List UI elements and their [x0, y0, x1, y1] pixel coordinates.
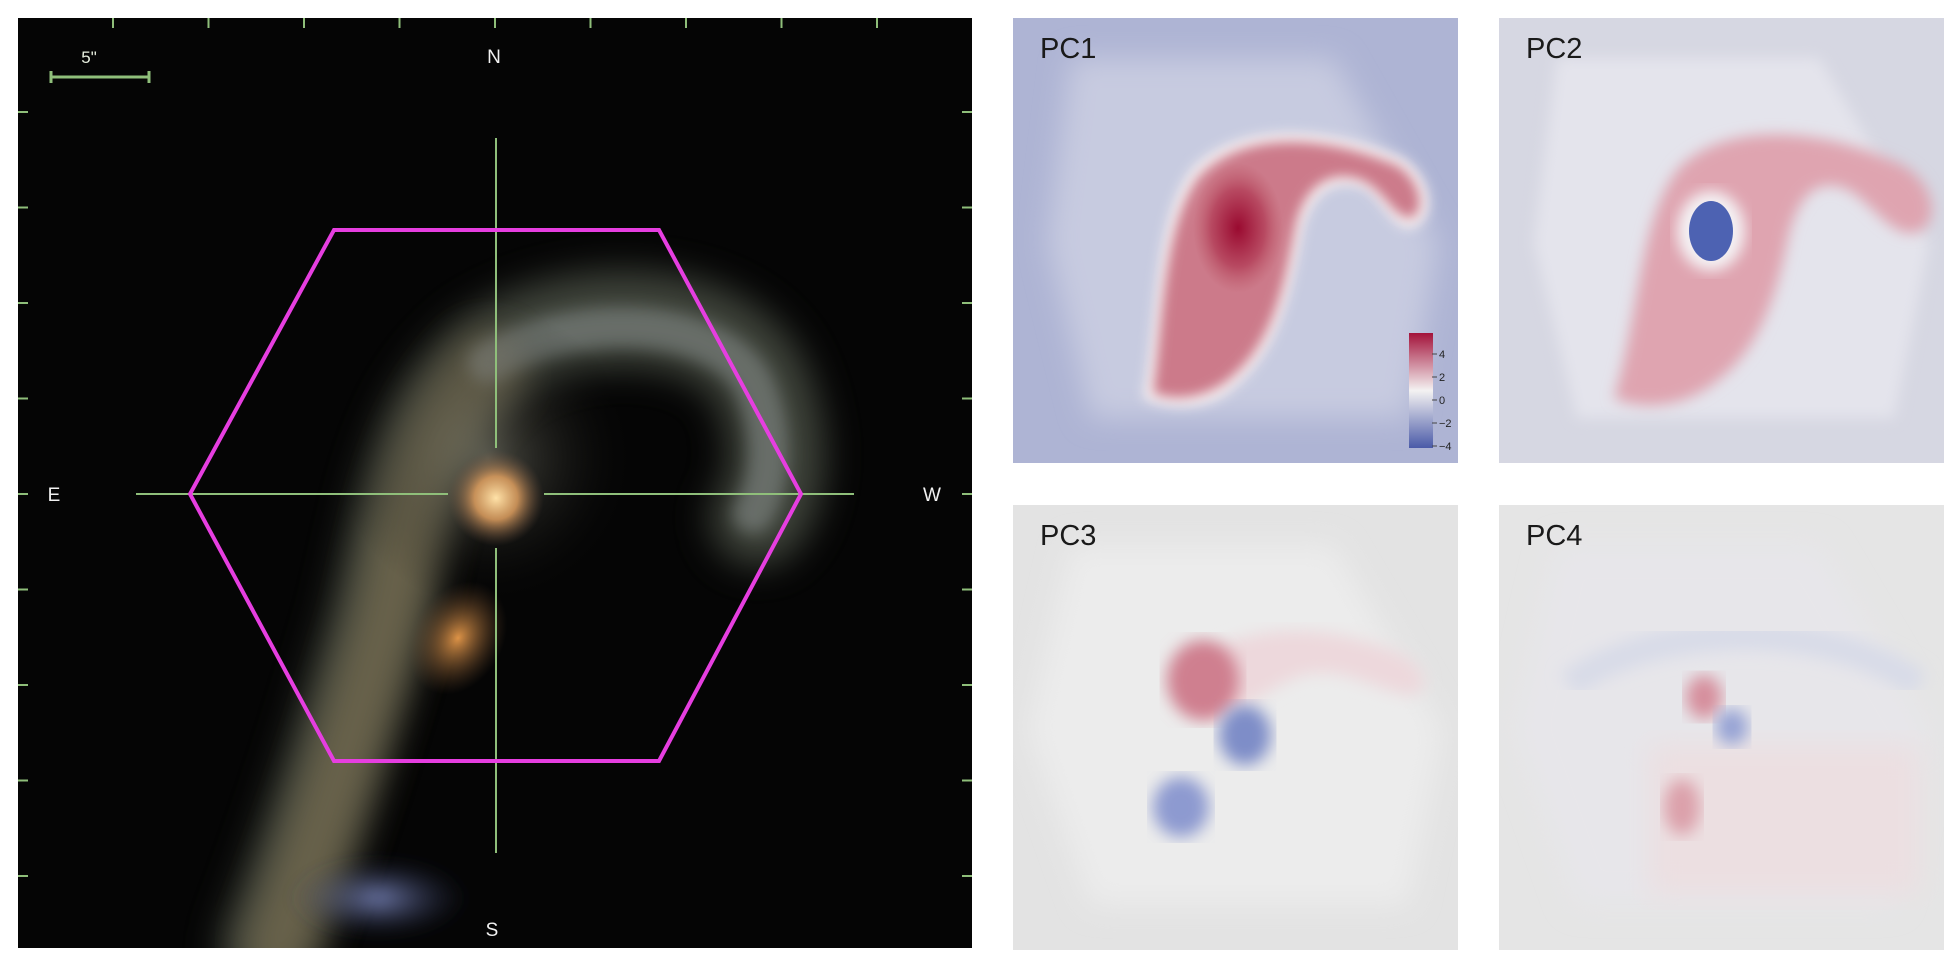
- pc3-label: PC3: [1040, 520, 1096, 552]
- ifu-hexagon-footprint: [187, 228, 804, 763]
- colorbar-tick: 2: [1439, 372, 1445, 384]
- pc2-map-panel: PC2: [1499, 18, 1944, 463]
- pc3-map: [1028, 545, 1443, 905]
- galaxy-image: [220, 271, 825, 948]
- scale-bar-label: 5": [81, 48, 97, 67]
- compass-north-label: N: [487, 47, 501, 68]
- colorbar: 4 2 0 −2 −4: [1409, 333, 1452, 453]
- colorbar-tick: −2: [1439, 418, 1452, 430]
- pc4-map-panel: PC4: [1499, 505, 1944, 950]
- pc1-label: PC1: [1040, 33, 1096, 65]
- frame-ticks: [18, 18, 972, 877]
- pc4-label: PC4: [1526, 520, 1582, 552]
- compass-west-label: W: [923, 485, 941, 506]
- scale-bar: [49, 71, 151, 83]
- pc3-map-panel: PC3: [1013, 505, 1458, 950]
- colorbar-gradient: [1409, 333, 1433, 448]
- colorbar-tick: 4: [1439, 349, 1445, 361]
- pc1-map: [1048, 58, 1438, 418]
- compass-east-label: E: [48, 485, 61, 506]
- colorbar-tick: −4: [1439, 441, 1452, 453]
- pc1-map-panel: PC1 4 2 0 −2 −4: [1013, 18, 1458, 463]
- compass-south-label: S: [486, 920, 499, 941]
- pc2-label: PC2: [1526, 33, 1582, 65]
- pc2-map: [1534, 58, 1932, 418]
- colorbar-tick: 0: [1439, 395, 1445, 407]
- pc4-map: [1514, 545, 1929, 905]
- sky-image-panel: 5" N S E W: [18, 18, 972, 948]
